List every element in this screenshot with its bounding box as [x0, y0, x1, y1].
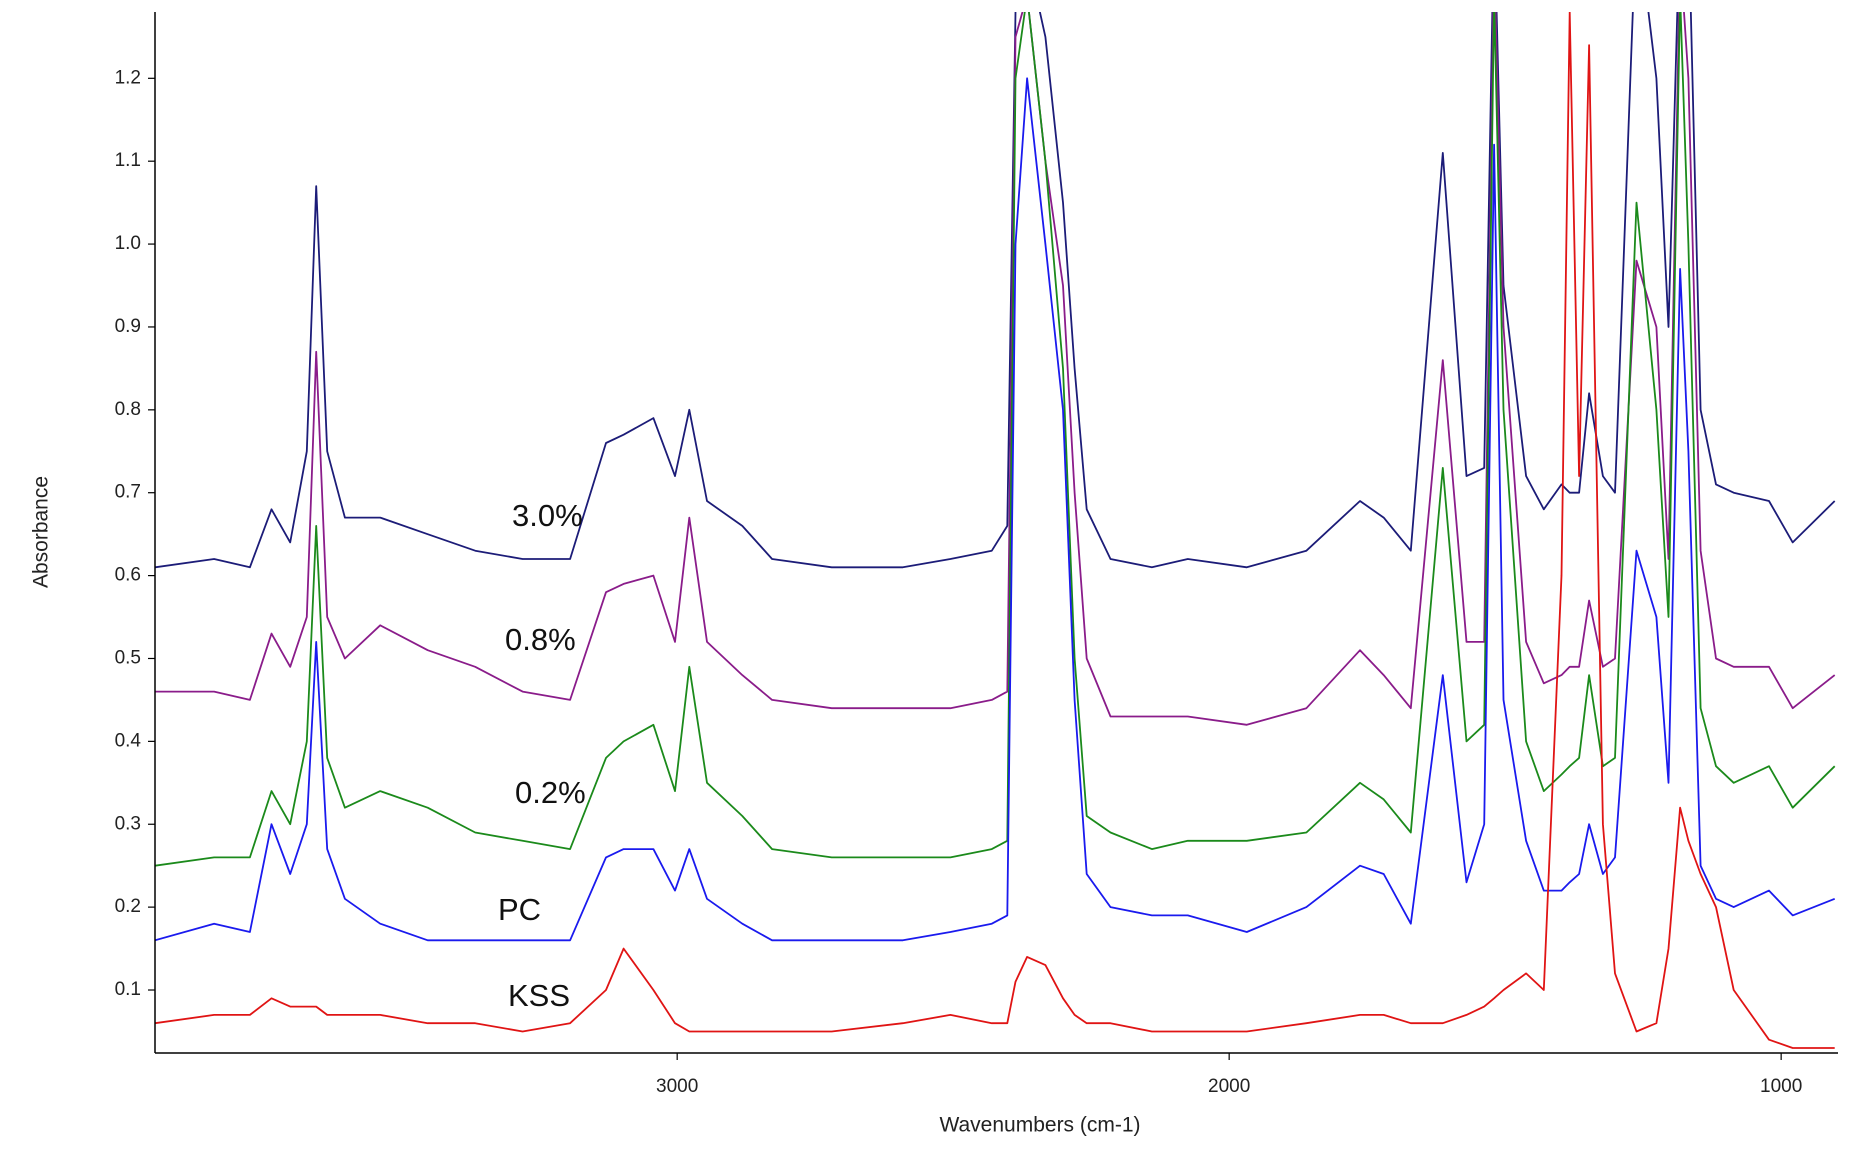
x-axis-title: Wavenumbers (cm-1) [939, 1114, 1140, 1137]
y-tick-label: 0.9 [115, 316, 141, 337]
series-label: 3.0% [512, 498, 583, 533]
series-label: PC [498, 892, 541, 927]
x-tick-label: 2000 [1208, 1076, 1250, 1097]
y-tick-label: 0.2 [115, 896, 141, 917]
x-tick-label: 3000 [656, 1076, 698, 1097]
y-tick-label: 0.5 [115, 647, 141, 668]
y-tick-label: 0.6 [115, 565, 141, 586]
y-tick-label: 1.1 [115, 150, 141, 171]
y-tick-label: 0.8 [115, 399, 141, 420]
spectrum-line [155, 12, 1835, 1049]
spectrum-line [155, 12, 1836, 569]
spectrum-line [155, 12, 1836, 726]
y-tick-label: 1.2 [115, 67, 141, 88]
y-tick-label: 0.4 [115, 730, 142, 751]
spectrum-line [155, 12, 1836, 867]
plot-area [155, 12, 1836, 1049]
series-label: 0.8% [505, 622, 576, 657]
series-label: KSS [508, 978, 570, 1013]
series-label: 0.2% [515, 775, 586, 810]
x-tick-label: 1000 [1760, 1076, 1802, 1097]
y-tick-label: 0.3 [115, 813, 141, 834]
y-tick-label: 0.7 [115, 482, 141, 503]
y-tick-label: 0.1 [115, 979, 141, 1000]
y-tick-label: 1.0 [115, 233, 141, 254]
y-axis-title: Absorbance [30, 476, 53, 588]
spectrum-line [155, 77, 1836, 942]
